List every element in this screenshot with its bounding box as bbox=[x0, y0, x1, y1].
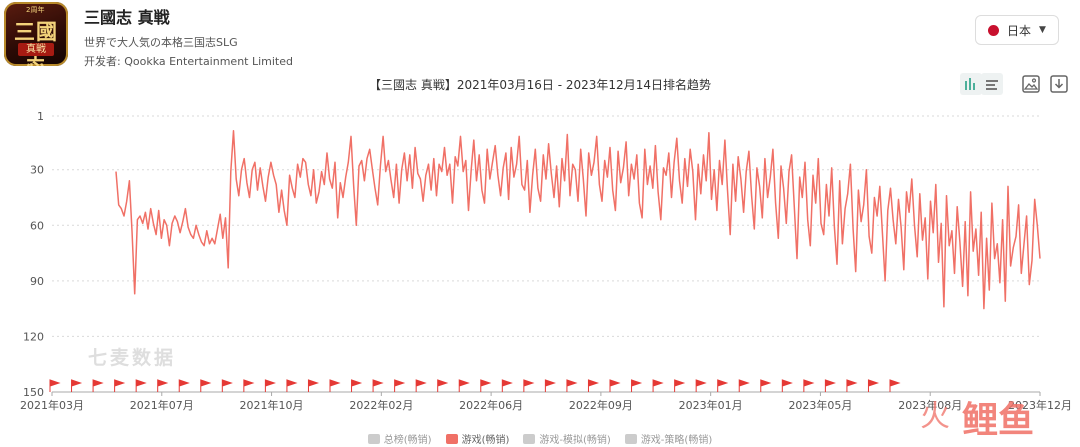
legend-swatch bbox=[445, 433, 458, 444]
y-tick-label: 60 bbox=[30, 219, 44, 232]
list-view-button[interactable] bbox=[981, 73, 1003, 95]
x-tick-label: 2022年02月 bbox=[349, 398, 413, 412]
event-marker bbox=[114, 379, 126, 392]
event-marker bbox=[523, 379, 535, 392]
japan-flag-icon bbox=[988, 24, 999, 36]
x-tick-label: 2023年05月 bbox=[788, 398, 852, 412]
legend-swatch bbox=[367, 433, 380, 444]
event-marker bbox=[135, 379, 147, 392]
x-tick-label: 2021年03月 bbox=[20, 398, 84, 412]
x-tick-label: 2023年01月 bbox=[679, 398, 743, 412]
y-tick-label: 90 bbox=[30, 275, 44, 288]
x-tick-label: 2023年12月 bbox=[1008, 398, 1072, 412]
event-marker bbox=[695, 379, 707, 392]
event-marker bbox=[760, 379, 772, 392]
x-tick-label: 2023年08月 bbox=[898, 398, 962, 412]
event-marker bbox=[867, 379, 880, 392]
download-button[interactable] bbox=[1048, 73, 1070, 95]
legend-item-simulation[interactable]: 游戏-模拟(畅销) bbox=[523, 431, 611, 446]
y-tick-label: 1 bbox=[37, 110, 44, 123]
event-marker bbox=[587, 379, 600, 392]
event-marker bbox=[544, 379, 556, 392]
event-marker bbox=[566, 379, 578, 392]
watermark: 七麦数据 bbox=[88, 347, 177, 369]
event-marker bbox=[178, 379, 190, 392]
event-marker bbox=[652, 379, 664, 392]
event-marker bbox=[71, 379, 83, 392]
event-marker bbox=[394, 379, 406, 392]
legend-swatch bbox=[624, 433, 637, 444]
y-tick-label: 30 bbox=[30, 164, 44, 177]
event-marker bbox=[437, 379, 449, 392]
source-logo: 火 鲤鱼 bbox=[920, 399, 1034, 440]
series-line-games bbox=[115, 130, 1041, 310]
event-marker bbox=[307, 379, 320, 392]
legend-label: 总榜(畅销) bbox=[383, 435, 432, 446]
app-developer: 开发者: Qookka Entertainment Limited bbox=[84, 55, 293, 68]
event-marker bbox=[264, 379, 276, 392]
event-marker bbox=[889, 379, 901, 392]
x-tick-label: 2022年06月 bbox=[459, 398, 523, 412]
legend-swatch bbox=[523, 433, 536, 444]
event-marker bbox=[717, 379, 729, 392]
event-marker bbox=[824, 379, 836, 392]
event-marker bbox=[631, 379, 643, 392]
app-subtitle: 世界で大人気の本格三国志SLG bbox=[84, 36, 238, 49]
event-marker bbox=[781, 379, 793, 392]
event-marker bbox=[846, 379, 858, 392]
legend-label: 游戏-策略(畅销) bbox=[640, 435, 713, 446]
event-marker bbox=[501, 379, 513, 392]
download-icon bbox=[1050, 75, 1068, 93]
event-marker bbox=[221, 379, 233, 392]
y-tick-label: 150 bbox=[23, 386, 44, 399]
svg-text:鲤鱼: 鲤鱼 bbox=[962, 400, 1034, 440]
event-marker bbox=[200, 379, 212, 392]
event-marker bbox=[372, 379, 384, 392]
legend-item-overall[interactable]: 总榜(畅销) bbox=[367, 431, 432, 446]
legend-item-strategy[interactable]: 游戏-策略(畅销) bbox=[624, 431, 713, 446]
app-icon: 2周年 三國志 真戦 bbox=[4, 2, 68, 66]
bar-chart-icon bbox=[965, 78, 975, 90]
x-tick-label: 2021年07月 bbox=[130, 398, 194, 412]
bar-chart-view-button[interactable] bbox=[960, 73, 982, 95]
y-tick-label: 120 bbox=[23, 330, 44, 343]
event-marker bbox=[329, 379, 341, 392]
app-icon-sub: 真戦 bbox=[18, 43, 54, 56]
chart-title: 【三國志 真戦】2021年03月16日 - 2023年12月14日排名趋势 bbox=[369, 78, 711, 92]
event-marker bbox=[351, 379, 363, 392]
save-image-button[interactable] bbox=[1020, 73, 1042, 95]
chevron-down-icon: ▼ bbox=[1039, 25, 1046, 35]
country-label: 日本 bbox=[1007, 23, 1032, 38]
event-marker bbox=[458, 379, 470, 392]
event-marker bbox=[49, 379, 61, 392]
image-icon bbox=[1022, 75, 1040, 93]
event-marker bbox=[157, 379, 169, 392]
event-marker bbox=[243, 379, 255, 392]
event-marker bbox=[674, 379, 686, 392]
event-marker bbox=[415, 379, 427, 392]
x-tick-label: 2022年09月 bbox=[569, 398, 633, 412]
legend-label: 游戏(畅销) bbox=[461, 435, 510, 446]
legend-label: 游戏-模拟(畅销) bbox=[539, 435, 611, 446]
list-icon bbox=[986, 80, 998, 90]
svg-text:火: 火 bbox=[920, 399, 950, 434]
event-marker bbox=[480, 379, 492, 392]
country-select[interactable]: 日本 ▼ bbox=[975, 15, 1059, 45]
app-icon-badge: 2周年 bbox=[26, 6, 45, 14]
event-marker bbox=[738, 379, 750, 392]
event-marker bbox=[286, 379, 298, 392]
app-name: 三國志 真戦 bbox=[84, 8, 170, 27]
event-marker bbox=[803, 379, 815, 392]
event-marker bbox=[609, 379, 621, 392]
chart-legend: 总榜(畅销) 游戏(畅销) 游戏-模拟(畅销) 游戏-策略(畅销) bbox=[0, 431, 1080, 446]
x-tick-label: 2021年10月 bbox=[240, 398, 304, 412]
event-marker bbox=[92, 379, 104, 392]
app-icon-title: 三國志 bbox=[14, 19, 58, 66]
legend-item-games[interactable]: 游戏(畅销) bbox=[445, 431, 510, 446]
